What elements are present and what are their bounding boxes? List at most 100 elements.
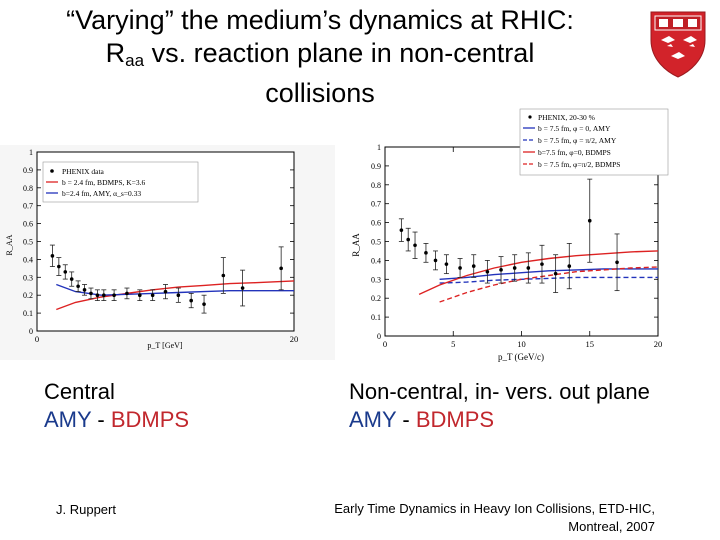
x-tick-label: 5 — [451, 339, 455, 349]
y-axis-label: R_AA — [5, 234, 14, 255]
data-point — [399, 228, 404, 232]
data-point — [458, 266, 462, 270]
series-line — [439, 276, 658, 284]
y-tick-label: 0.6 — [23, 220, 33, 229]
legend-entry: b=2.4 fm, AMY, α_s=0.33 — [62, 189, 141, 198]
slide-title: “Varying” the medium’s dynamics at RHIC:… — [20, 4, 620, 110]
data-point — [424, 251, 428, 255]
caption-left-amy: AMY — [44, 407, 92, 432]
data-point — [433, 258, 438, 263]
data-point — [150, 293, 155, 297]
y-tick-label: 0.4 — [23, 255, 33, 264]
y-tick-label: 0.1 — [371, 313, 381, 322]
title-line-1: “Varying” the medium’s dynamics at RHIC: — [66, 5, 574, 35]
footer-conference-line-2: Montreal, 2007 — [568, 519, 655, 534]
footer-conference-line-1: Early Time Dynamics in Heavy Ion Collisi… — [334, 501, 655, 516]
legend-entry: PHENIX, 20-30 % — [538, 113, 595, 122]
y-tick-label: 0.9 — [371, 162, 381, 171]
y-tick-label: 0.5 — [371, 238, 381, 247]
title-line-3: collisions — [265, 78, 375, 108]
data-point — [615, 260, 619, 265]
data-point — [240, 286, 245, 290]
x-tick-label: 0 — [383, 339, 387, 349]
series-line — [439, 266, 659, 303]
data-point — [413, 243, 417, 248]
data-point — [526, 266, 531, 270]
data-point — [112, 293, 116, 297]
y-tick-label: 0.6 — [371, 219, 381, 228]
caption-left-sep: - — [91, 407, 111, 432]
x-tick-label: 15 — [586, 339, 595, 349]
caption-left: Central AMY - BDMPS — [44, 378, 189, 434]
title-line-2: Raa vs. reaction plane in non-central — [20, 37, 620, 77]
data-point — [125, 291, 129, 296]
y-tick-label: 0.4 — [371, 256, 381, 265]
legend-entry: b = 7.5 fm, φ = 0, AMY — [538, 124, 611, 133]
data-point — [512, 266, 517, 270]
data-point — [553, 271, 558, 276]
x-axis-label: p_T [GeV] — [147, 341, 183, 350]
data-point — [95, 293, 100, 297]
legend-marker-data — [528, 115, 532, 119]
caption-right-amy: AMY — [349, 407, 397, 432]
y-tick-label: 0.7 — [371, 200, 381, 209]
data-point — [189, 298, 193, 303]
y-tick-label: 0.8 — [371, 181, 381, 190]
data-point — [138, 293, 142, 297]
legend-entry: b = 7.5 fm, φ = π/2, AMY — [538, 136, 617, 145]
legend-marker-data — [50, 169, 54, 173]
central-plot: 0 0.1 0.2 0.3 0.4 0.5 0.6 0.7 0.8 0.9 1 0 20 PHENIX … — [0, 145, 335, 360]
y-tick-label: 0 — [29, 327, 33, 336]
data-point — [163, 289, 168, 294]
x-tick-label: 20 — [290, 334, 299, 344]
y-tick-label: 0.9 — [23, 166, 33, 175]
footer-conference: Early Time Dynamics in Heavy Ion Collisi… — [300, 500, 655, 536]
data-point — [82, 288, 87, 292]
y-tick-label: 0.5 — [23, 238, 33, 247]
data-point — [176, 293, 181, 297]
title-r: R — [105, 38, 126, 68]
x-axis-label: p_T (GeV/c) — [498, 352, 544, 362]
non-central-plot: 0 0.1 0.2 0.3 0.4 0.5 0.6 0.7 0.8 0.9 1 0 5 10 15 20 PH… — [345, 105, 680, 367]
plot-frame — [384, 146, 659, 337]
data-point — [485, 269, 490, 274]
y-tick-label: 0.8 — [23, 184, 33, 193]
data-point — [63, 270, 68, 274]
y-axis-label: R_AA — [351, 233, 361, 257]
data-point — [202, 302, 206, 306]
data-point — [69, 277, 74, 281]
data-point — [50, 254, 55, 258]
data-point — [540, 262, 544, 266]
title-subscript-aa: aa — [125, 51, 145, 70]
university-shield-logo — [650, 11, 706, 78]
caption-right-bdmps: BDMPS — [415, 407, 495, 432]
data-point — [444, 262, 449, 266]
data-point — [89, 291, 93, 296]
caption-right-sep: - — [396, 407, 416, 432]
caption-left-bdmps: BDMPS — [110, 407, 190, 432]
y-tick-label: 0.1 — [23, 309, 33, 318]
data-point — [221, 273, 226, 278]
data-point — [76, 284, 80, 289]
non-central-plot-svg: 00.10.20.30.40.50.60.70.80.910 5 10 15 20 PH… — [345, 105, 680, 367]
legend-entry: b = 7.5 fm, φ=π/2, BDMPS — [538, 160, 620, 169]
y-tick-label: 1 — [29, 148, 33, 157]
caption-right: Non-central, in- vers. out plane AMY - B… — [349, 378, 650, 434]
x-tick-label: 20 — [654, 339, 663, 349]
data-point — [406, 237, 411, 242]
x-tick-label: 10 — [517, 339, 526, 349]
caption-right-title: Non-central, in- vers. out plane — [349, 379, 650, 404]
y-tick-label: 0.3 — [371, 275, 381, 284]
y-tick-label: 1 — [377, 143, 381, 152]
y-tick-label: 0.3 — [23, 273, 33, 282]
data-point — [279, 266, 283, 271]
legend-entry: PHENIX data — [62, 167, 105, 176]
title-line-2-rest: vs. reaction plane in non-central — [144, 38, 535, 68]
data-point — [499, 268, 503, 272]
caption-left-models: AMY - BDMPS — [44, 406, 189, 434]
legend-entry: b = 2.4 fm, BDMPS, K=3.6 — [62, 178, 146, 187]
data-point — [587, 218, 592, 223]
data-point — [57, 264, 61, 269]
x-tick-label: 0 — [35, 334, 39, 344]
y-tick-label: 0 — [377, 332, 381, 341]
